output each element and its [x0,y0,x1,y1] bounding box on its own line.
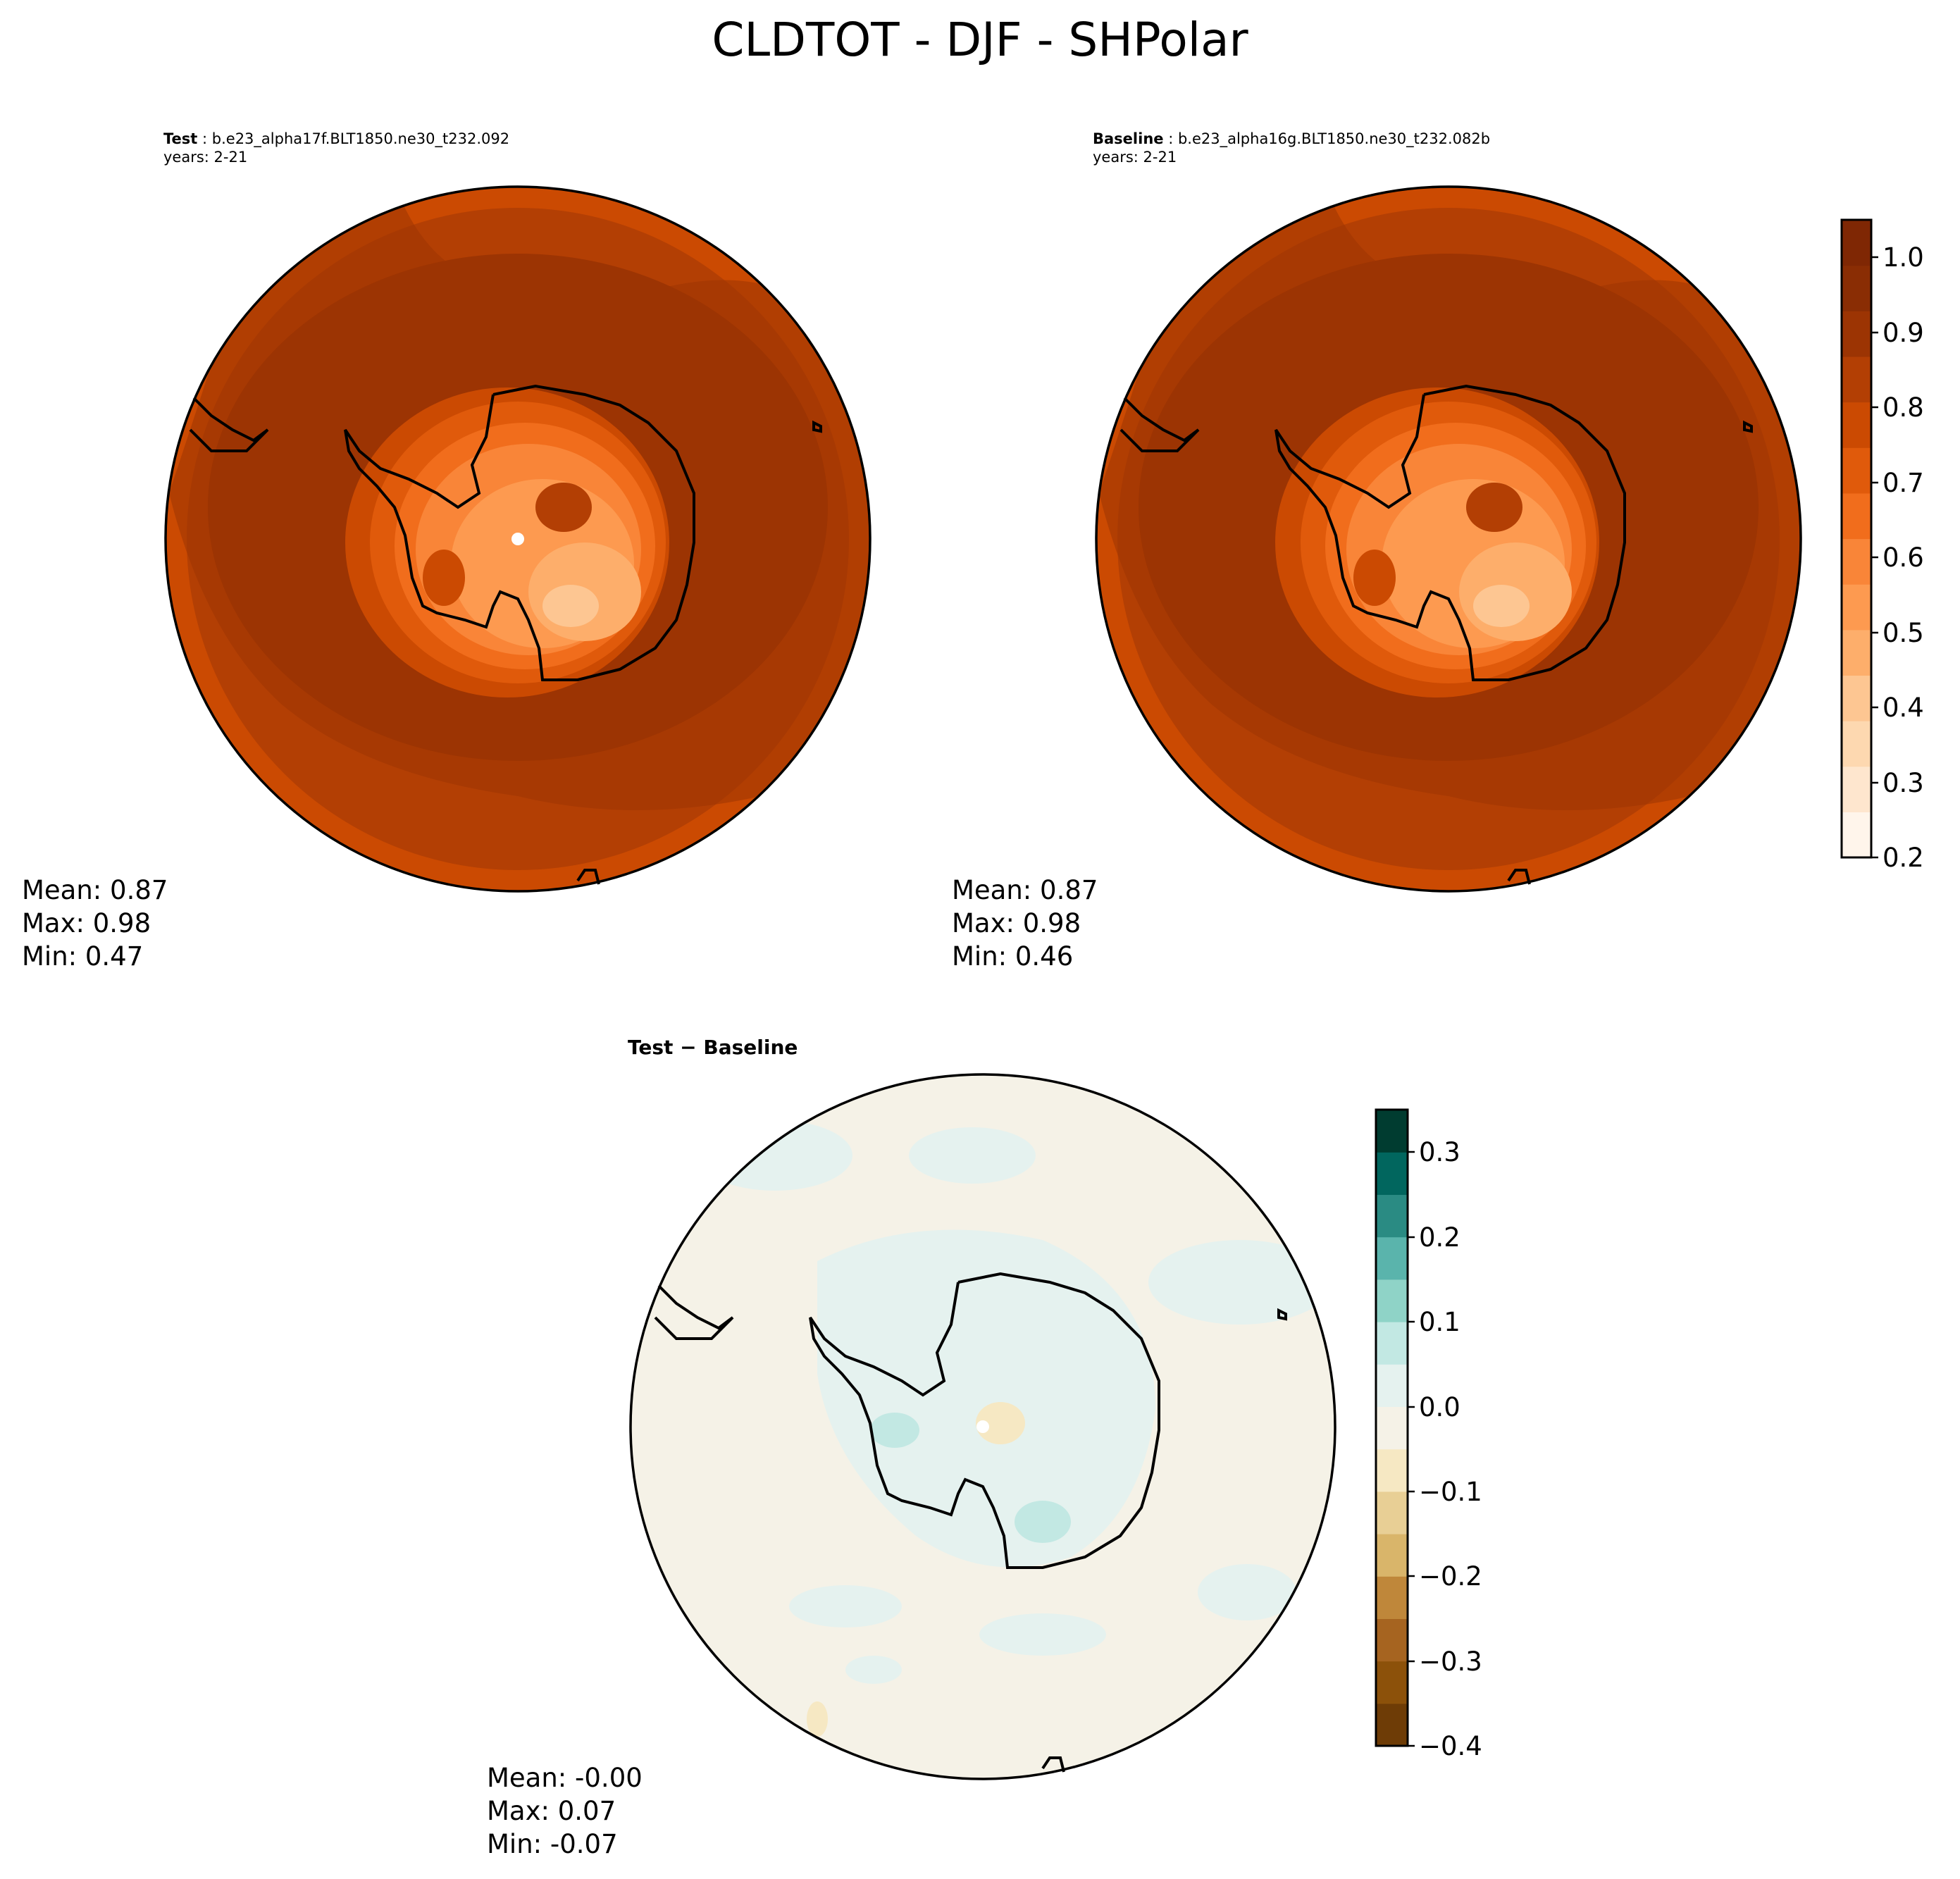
colorbar-swatch [1842,812,1871,858]
baseline-map-field [1096,187,1801,891]
diff-map [629,1073,1336,1780]
colorbar-main-frame [1840,218,1873,859]
colorbar-swatch [1842,265,1871,311]
colorbar-diff-ticks [1408,1151,1415,1747]
colorbar-diff-tick-label: −0.3 [1419,1647,1482,1677]
colorbar-diff-swatches [1376,1110,1408,1747]
colorbar-diff-tick-label: −0.1 [1419,1477,1482,1507]
colorbar-swatch [1842,311,1871,357]
baseline-label: Baseline [1093,130,1164,147]
colorbar-swatch [1842,629,1871,676]
colorbar-swatch [1842,356,1871,403]
test-map-field [166,187,870,891]
colorbar-main-tick-label: 0.9 [1883,318,1924,348]
colorbar-swatch [1842,402,1871,448]
diff-map-field [631,1074,1335,1779]
colorbar-diff-tick-label: 0.3 [1419,1137,1460,1167]
colorbar-diff-tick-label: −0.4 [1419,1731,1482,1761]
colorbar-main-tick-label: 0.5 [1883,618,1924,648]
colorbar-swatch [1376,1364,1408,1407]
colorbar-diff: 0.3 0.2 0.1 0.0 −0.1 −0.2 −0.3 −0.4 [1375,1108,1482,1761]
colorbar-main-tick-label: 1.0 [1883,242,1924,273]
colorbar-swatch [1842,220,1871,266]
colorbar-main-tick-label: 0.3 [1883,768,1924,798]
colorbar-swatch [1376,1618,1408,1662]
colorbar-diff-frame [1375,1108,1409,1747]
colorbar-swatch [1376,1661,1408,1704]
colorbar-swatch [1842,766,1871,812]
baseline-case-line: Baseline : b.e23_alpha16g.BLT1850.ne30_t… [1093,130,1490,148]
test-label: Test [163,130,198,147]
colorbar-swatch [1376,1576,1408,1619]
colorbar-swatch [1376,1236,1408,1280]
baseline-map [1095,185,1802,893]
colorbar-swatch [1376,1152,1408,1195]
diff-min: Min: -0.07 [487,1829,618,1859]
test-max: Max: 0.98 [22,908,151,938]
colorbar-diff-tick-label: −0.2 [1419,1561,1482,1592]
baseline-mean: Mean: 0.87 [952,875,1098,905]
colorbar-main: 0.2 0.3 0.4 0.5 0.6 0.7 0.8 0.9 1.0 [1840,218,1924,873]
colorbar-swatch [1376,1534,1408,1577]
test-mean: Mean: 0.87 [22,875,168,905]
colorbar-swatch [1376,1194,1408,1238]
colorbar-swatch [1842,492,1871,540]
test-case-name: b.e23_alpha17f.BLT1850.ne30_t232.092 [211,130,510,147]
colorbar-swatch [1842,721,1871,767]
baseline-map-frame [1095,185,1802,893]
colorbar-diff-tick-label: 0.2 [1419,1222,1460,1253]
baseline-case-name: b.e23_alpha16g.BLT1850.ne30_t232.082b [1177,130,1491,147]
colorbar-main-swatches [1842,220,1871,858]
baseline-coastline [1119,384,1753,885]
diff-title: Test − Baseline [628,1036,798,1059]
colorbar-swatch [1842,675,1871,721]
colorbar-swatch [1376,1703,1408,1747]
test-colon: : [197,130,212,147]
colorbar-main-tick-label: 0.4 [1883,693,1924,723]
colorbar-swatch [1376,1279,1408,1322]
test-map [164,185,872,893]
test-stats: Mean: 0.87 Max: 0.98 Min: 0.47 [22,874,168,973]
colorbar-main-tick-label: 0.2 [1883,843,1924,873]
baseline-colon: : [1163,130,1178,147]
colorbar-swatch [1376,1110,1408,1153]
colorbar-main-tick-label: 0.8 [1883,392,1924,423]
colorbar-main-ticks [1871,256,1878,859]
colorbar-swatch [1376,1449,1408,1492]
test-coastline [189,384,822,885]
colorbar-main-tick-label: 0.6 [1883,542,1924,573]
colorbar-diff-tick-label: 0.0 [1419,1392,1460,1422]
test-years: years: 2-21 [163,149,248,166]
test-min: Min: 0.47 [22,941,144,972]
colorbar-swatch [1842,584,1871,631]
colorbar-swatch [1842,447,1871,494]
baseline-years: years: 2-21 [1093,149,1177,166]
baseline-min: Min: 0.46 [952,941,1074,972]
baseline-stats: Mean: 0.87 Max: 0.98 Min: 0.46 [952,874,1098,973]
colorbar-swatch [1842,538,1871,585]
figure-title: CLDTOT - DJF - SHPolar [712,13,1248,67]
diff-coastline [654,1272,1287,1773]
test-map-frame [164,185,872,893]
colorbar-diff-tick-label: 0.1 [1419,1307,1460,1337]
diff-stats: Mean: -0.00 Max: 0.07 Min: -0.07 [487,1761,643,1861]
test-case-line: Test : b.e23_alpha17f.BLT1850.ne30_t232.… [163,130,509,148]
colorbar-main-tick-label: 0.7 [1883,468,1924,498]
diff-mean: Mean: -0.00 [487,1763,643,1793]
colorbar-swatch [1376,1322,1408,1365]
colorbar-swatch [1376,1406,1408,1450]
diff-max: Max: 0.07 [487,1796,616,1826]
colorbar-swatch [1376,1491,1408,1534]
diff-map-frame [629,1073,1336,1780]
baseline-max: Max: 0.98 [952,908,1081,938]
